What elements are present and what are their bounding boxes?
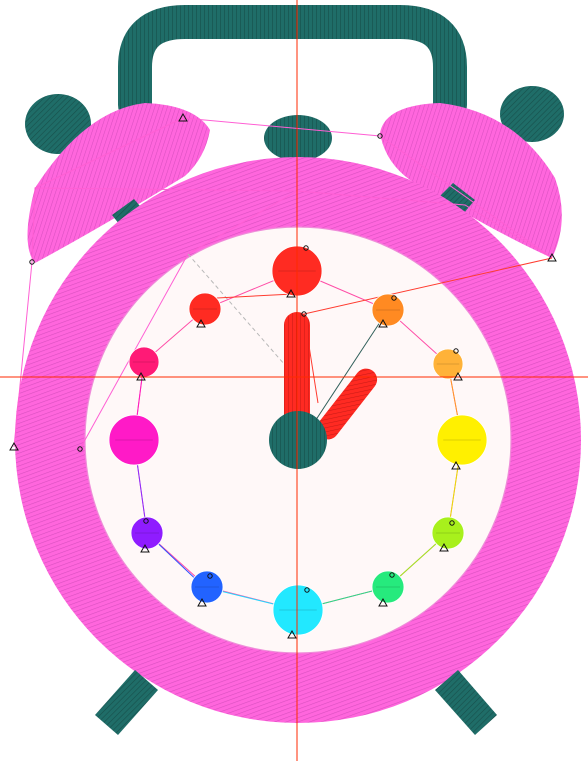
right-bell-icon [380, 103, 562, 258]
node-markers-layer [9, 112, 557, 639]
hour-marker-icon [431, 516, 465, 550]
hour-marker-icon [432, 348, 464, 380]
circle-node-marker [303, 245, 309, 251]
triangle-node-marker [136, 371, 146, 381]
circle-node-marker [389, 572, 395, 578]
handle-group [118, 5, 467, 122]
hour-marker-icon [436, 414, 488, 466]
triangle-node-marker [287, 629, 297, 639]
circle-node-marker [77, 446, 83, 452]
hour-marker-icon [190, 570, 224, 604]
left-bell-icon [27, 103, 210, 263]
right-bell-group [380, 86, 564, 258]
right-bell-knob-icon [500, 86, 564, 142]
hour-marker-icon [108, 414, 160, 466]
top-center-knob-icon [264, 115, 332, 161]
hour-marker-icon [371, 570, 405, 604]
triangle-node-marker [196, 318, 206, 328]
clock-hand-icon [316, 368, 378, 440]
triangle-node-marker [197, 597, 207, 607]
triangle-node-marker [286, 288, 296, 298]
triangle-node-marker [439, 542, 449, 552]
center-hub-icon [269, 411, 327, 469]
circle-node-marker [207, 573, 213, 579]
center-top-bell-group [264, 115, 332, 161]
travel-path-line [187, 253, 286, 366]
triangle-node-marker [9, 441, 19, 451]
circle-node-marker [449, 520, 455, 526]
circle-node-marker [29, 259, 35, 265]
left-foot-icon [95, 670, 158, 735]
triangle-node-marker [378, 597, 388, 607]
circle-node-marker [301, 311, 307, 317]
hour-marker-icon [188, 292, 222, 326]
right-foot-icon [435, 670, 497, 735]
clock-hands-layer [269, 312, 378, 469]
circle-node-marker [391, 295, 397, 301]
triangle-node-marker [547, 252, 557, 262]
travel-path-line [303, 257, 553, 404]
circle-node-marker [453, 348, 459, 354]
travel-path-line [303, 309, 389, 439]
hour-marker-icon [272, 584, 324, 636]
triangle-node-marker [453, 371, 463, 381]
hour-marker-icon [371, 293, 405, 327]
handle-icon [118, 5, 467, 122]
feet-group [95, 670, 497, 735]
triangle-node-marker [140, 543, 150, 553]
travel-path-line [34, 117, 299, 192]
circle-node-marker [304, 587, 310, 593]
triangle-node-marker [378, 318, 388, 328]
triangle-node-marker [178, 112, 188, 122]
triangle-node-marker [451, 460, 461, 470]
circle-node-marker [377, 133, 383, 139]
circle-node-marker [143, 518, 149, 524]
